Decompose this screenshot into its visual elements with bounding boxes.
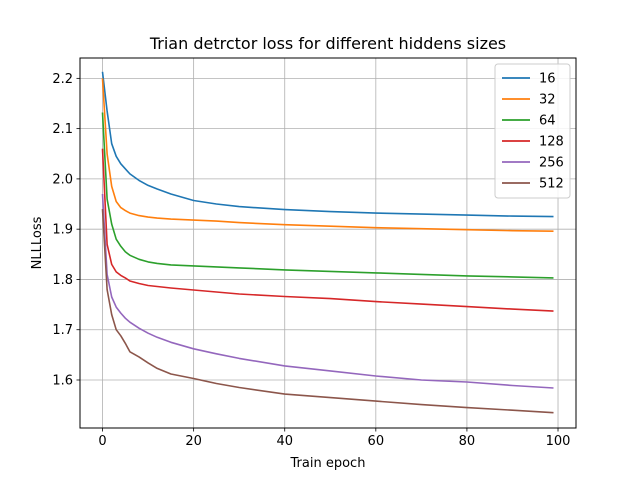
x-tick-label: 40 (276, 434, 293, 449)
legend-label-128: 128 (539, 135, 564, 150)
y-tick-label: 2.0 (52, 172, 73, 187)
grid-lines (80, 58, 576, 428)
series-line-64 (101, 112, 554, 279)
legend-label-32: 32 (539, 93, 556, 108)
x-tick-label: 60 (368, 434, 385, 449)
axis-ticks: 0 20 40 60 80 100 1.6 1.7 1.8 1.9 2.0 2.1 2.2 (52, 72, 570, 449)
x-tick-label: 20 (185, 434, 202, 449)
y-tick-label: 2.2 (52, 72, 73, 87)
legend-label-64: 64 (539, 114, 556, 129)
legend-box (494, 63, 571, 199)
series-line-128 (101, 148, 554, 312)
chart-title: Trian detrctor loss for different hidden… (149, 34, 506, 53)
series-line-16 (101, 71, 554, 218)
y-tick-label: 2.1 (52, 122, 73, 137)
series-line-512 (101, 209, 554, 414)
x-tick-label: 0 (98, 434, 106, 449)
legend: 16 32 64 128 256 512 (494, 63, 571, 199)
legend-label-16: 16 (539, 72, 556, 87)
x-tick-label: 80 (459, 434, 476, 449)
y-tick-label: 1.9 (52, 223, 73, 238)
y-tick-label: 1.6 (52, 373, 73, 388)
series-lines (101, 71, 554, 414)
y-tick-label: 1.7 (52, 323, 73, 338)
plot-frame (79, 57, 577, 429)
x-tick-label: 100 (546, 434, 571, 449)
legend-label-512: 512 (539, 177, 564, 192)
x-axis-label: Train epoch (290, 456, 366, 471)
legend-label-256: 256 (539, 156, 564, 171)
y-axis-label: NLLLoss (30, 216, 45, 269)
series-line-32 (101, 78, 554, 232)
y-tick-label: 1.8 (52, 273, 73, 288)
series-line-256 (101, 193, 554, 389)
